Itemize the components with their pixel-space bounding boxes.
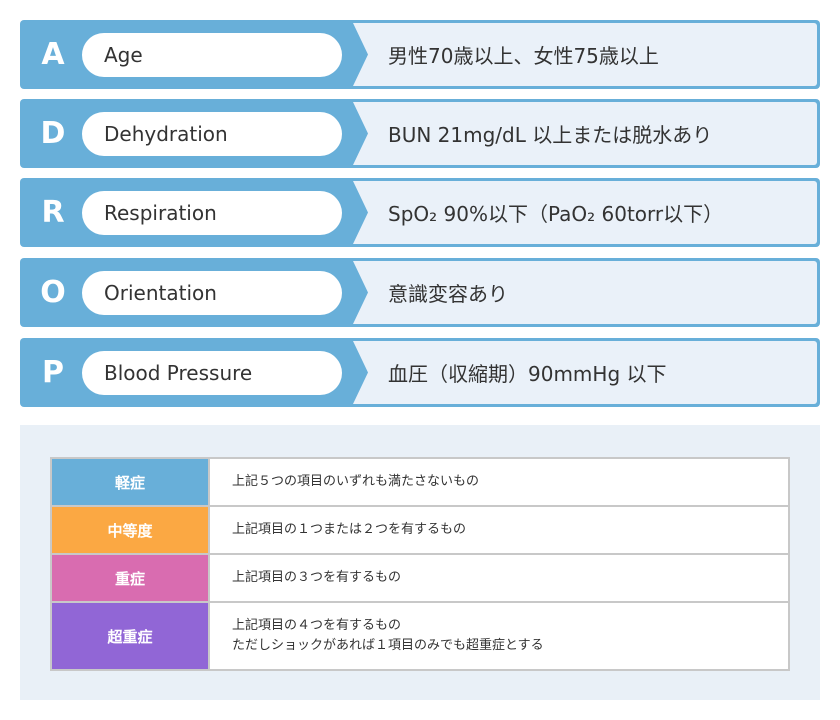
criteria-name: Respiration — [82, 191, 342, 235]
criteria-name: Dehydration — [82, 112, 342, 156]
severity-row-moderate: 中等度 上記項目の１つまたは２つを有するもの — [50, 505, 790, 555]
criteria-letter: D — [40, 116, 66, 151]
criteria-name: Orientation — [82, 271, 342, 315]
severity-desc-line: ただしショックがあれば１項目のみでも超重症とする — [232, 638, 544, 653]
criteria-name: Blood Pressure — [82, 351, 342, 395]
severity-row-very-severe: 超重症 上記項目の４つを有するもの ただしショックがあれば１項目のみでも超重症と… — [50, 601, 790, 671]
severity-row-severe: 重症 上記項目の３つを有するもの — [50, 553, 790, 603]
criteria-row-dehydration: D Dehydration BUN 21mg/dL 以上または脱水あり — [20, 99, 820, 168]
criteria-row-age: A Age 男性70歳以上、女性75歳以上 — [20, 20, 820, 89]
criteria-letter: P — [42, 355, 64, 390]
severity-desc: 上記項目の３つを有するもの — [208, 553, 790, 603]
criteria-desc: SpO₂ 90%以下（PaO₂ 60torr以下） — [388, 202, 724, 226]
criteria-desc: BUN 21mg/dL 以上または脱水あり — [388, 123, 713, 147]
severity-row-mild: 軽症 上記５つの項目のいずれも満たさないもの — [50, 457, 790, 507]
severity-desc-line: 上記項目の４つを有するもの — [232, 618, 402, 633]
criteria-name: Age — [82, 33, 342, 77]
severity-label: 軽症 — [50, 457, 210, 507]
severity-table: 軽症 上記５つの項目のいずれも満たさないもの 中等度 上記項目の１つまたは２つを… — [50, 457, 790, 671]
severity-desc: 上記５つの項目のいずれも満たさないもの — [208, 457, 790, 507]
criteria-desc: 意識変容あり — [388, 282, 508, 306]
criteria-letter: R — [41, 195, 65, 230]
criteria-letter: O — [40, 275, 66, 310]
criteria-row-orientation: O Orientation 意識変容あり — [20, 258, 820, 327]
severity-label: 中等度 — [50, 505, 210, 555]
severity-label: 超重症 — [50, 601, 210, 671]
severity-panel: 軽症 上記５つの項目のいずれも満たさないもの 中等度 上記項目の１つまたは２つを… — [20, 425, 820, 700]
criteria-desc: 男性70歳以上、女性75歳以上 — [388, 44, 659, 68]
criteria-letter: A — [41, 37, 65, 72]
criteria-row-blood-pressure: P Blood Pressure 血圧（収縮期）90mmHg 以下 — [20, 338, 820, 407]
severity-label: 重症 — [50, 553, 210, 603]
criteria-row-respiration: R Respiration SpO₂ 90%以下（PaO₂ 60torr以下） — [20, 178, 820, 247]
criteria-desc: 血圧（収縮期）90mmHg 以下 — [388, 362, 667, 386]
severity-desc: 上記項目の１つまたは２つを有するもの — [208, 505, 790, 555]
